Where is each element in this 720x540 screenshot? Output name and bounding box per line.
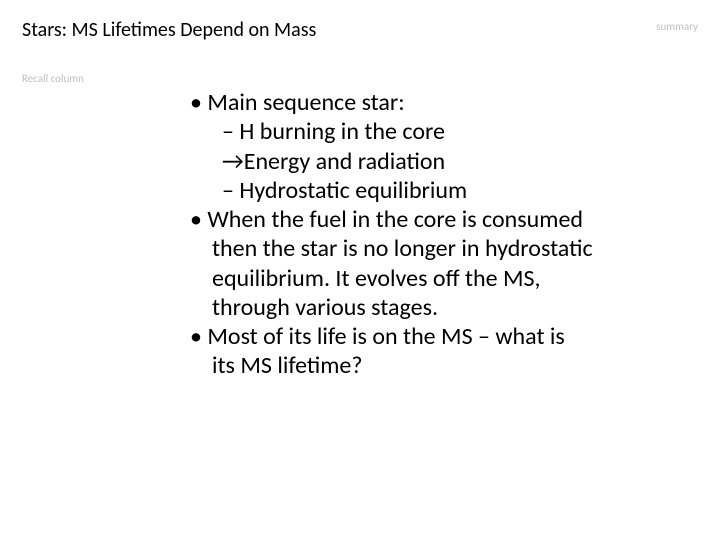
bullet-3-line-2: its MS lifetime?	[190, 351, 690, 380]
slide-header: Stars: MS Lifetimes Depend on Mass summa…	[22, 18, 698, 42]
recall-column-label: Recall column	[22, 72, 84, 85]
bullet-1-sub-2: →Energy and radiation	[190, 147, 690, 176]
slide-title: Stars: MS Lifetimes Depend on Mass	[22, 18, 316, 42]
bullet-2-line-3: equilibrium. It evolves off the MS,	[190, 264, 690, 293]
bullet-3: Most of its life is on the MS – what is	[190, 322, 690, 351]
bullet-1-sub-3: Hydrostatic equilibrium	[190, 176, 690, 205]
bullet-2-line-2: then the star is no longer in hydrostati…	[190, 234, 690, 263]
bullet-2-line-4: through various stages.	[190, 293, 690, 322]
bullet-1: Main sequence star:	[190, 88, 690, 117]
slide-body: Main sequence star: H burning in the cor…	[190, 88, 690, 381]
summary-label: summary	[656, 20, 698, 33]
bullet-1-sub-1: H burning in the core	[190, 117, 690, 146]
bullet-2: When the fuel in the core is consumed	[190, 205, 690, 234]
